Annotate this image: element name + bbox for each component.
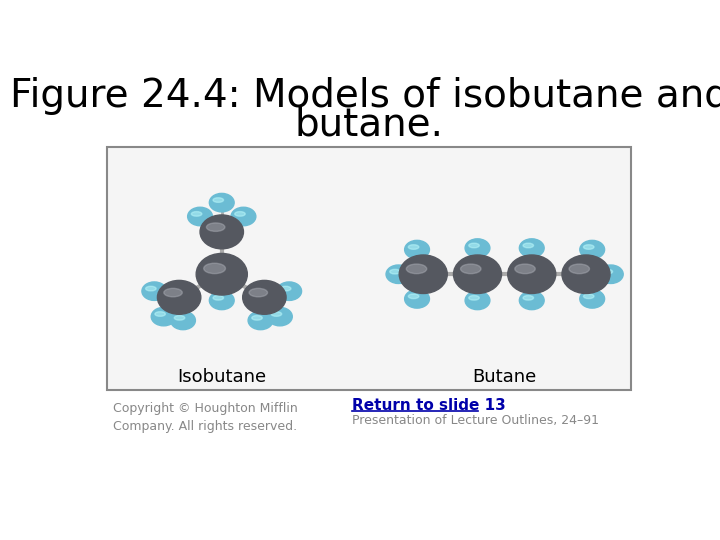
Text: Presentation of Lecture Outlines, 24–91: Presentation of Lecture Outlines, 24–91: [352, 414, 599, 427]
Ellipse shape: [580, 289, 605, 308]
Text: Figure 24.4: Models of isobutane and: Figure 24.4: Models of isobutane and: [9, 77, 720, 114]
Ellipse shape: [196, 253, 248, 295]
Ellipse shape: [461, 264, 481, 274]
Ellipse shape: [280, 286, 291, 291]
Ellipse shape: [231, 207, 256, 226]
Ellipse shape: [465, 291, 490, 309]
Ellipse shape: [580, 240, 605, 259]
Ellipse shape: [210, 291, 234, 309]
Ellipse shape: [519, 291, 544, 309]
Ellipse shape: [562, 255, 610, 294]
Ellipse shape: [583, 245, 594, 249]
FancyBboxPatch shape: [107, 147, 631, 390]
Text: Butane: Butane: [472, 368, 536, 386]
Ellipse shape: [454, 255, 502, 294]
Ellipse shape: [188, 207, 212, 226]
Text: Return to slide 13: Return to slide 13: [352, 399, 505, 414]
Ellipse shape: [249, 288, 268, 297]
Ellipse shape: [243, 280, 286, 314]
Ellipse shape: [171, 311, 195, 330]
Text: Isobutane: Isobutane: [177, 368, 266, 386]
Ellipse shape: [399, 255, 447, 294]
Ellipse shape: [155, 312, 166, 316]
Ellipse shape: [200, 215, 243, 249]
Text: Copyright © Houghton Mifflin
Company. All rights reserved.: Copyright © Houghton Mifflin Company. Al…: [113, 402, 298, 433]
Ellipse shape: [276, 282, 302, 300]
Ellipse shape: [386, 265, 411, 284]
Ellipse shape: [192, 212, 202, 216]
Ellipse shape: [252, 315, 262, 320]
Ellipse shape: [406, 264, 427, 274]
Ellipse shape: [602, 269, 613, 274]
Ellipse shape: [151, 307, 176, 326]
Ellipse shape: [508, 255, 556, 294]
Ellipse shape: [405, 240, 429, 259]
Ellipse shape: [248, 311, 273, 330]
Ellipse shape: [519, 239, 544, 257]
Ellipse shape: [174, 315, 185, 320]
Ellipse shape: [523, 243, 534, 248]
Ellipse shape: [267, 307, 292, 326]
Ellipse shape: [405, 289, 429, 308]
Ellipse shape: [583, 294, 594, 299]
Ellipse shape: [210, 193, 234, 212]
Ellipse shape: [204, 263, 225, 274]
Ellipse shape: [271, 312, 282, 316]
Ellipse shape: [408, 245, 419, 249]
Text: butane.: butane.: [294, 106, 444, 144]
Ellipse shape: [158, 280, 201, 314]
Ellipse shape: [569, 264, 590, 274]
Ellipse shape: [523, 295, 534, 300]
Ellipse shape: [469, 243, 480, 248]
Ellipse shape: [213, 295, 223, 300]
Ellipse shape: [390, 269, 400, 274]
Ellipse shape: [235, 212, 246, 216]
Ellipse shape: [164, 288, 182, 297]
Ellipse shape: [145, 286, 156, 291]
Ellipse shape: [213, 198, 223, 202]
Ellipse shape: [469, 295, 480, 300]
Ellipse shape: [207, 223, 225, 231]
Ellipse shape: [408, 294, 419, 299]
Ellipse shape: [515, 264, 535, 274]
Ellipse shape: [598, 265, 624, 284]
Ellipse shape: [465, 239, 490, 257]
Ellipse shape: [142, 282, 167, 300]
